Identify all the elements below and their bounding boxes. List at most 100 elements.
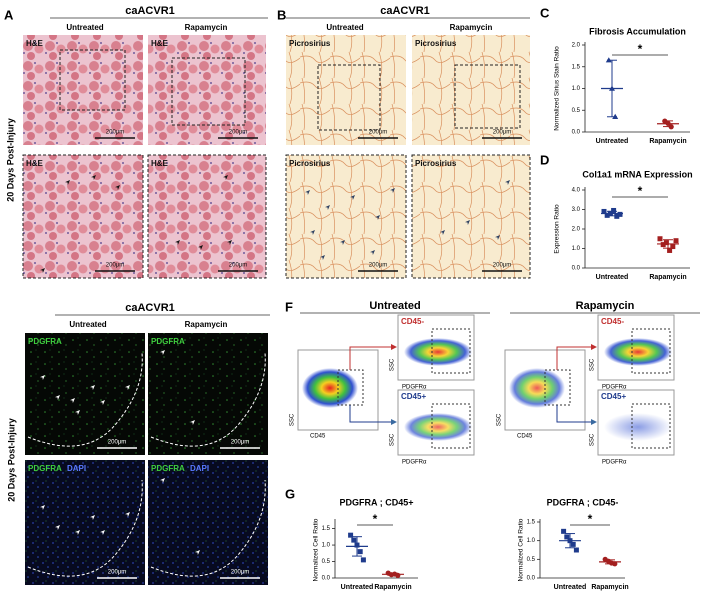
panel-letter: B <box>277 7 286 22</box>
panel-title: caACVR1 <box>125 302 175 314</box>
axis-label: SSC <box>590 358 596 371</box>
arrowhead <box>350 195 355 200</box>
scale-bar-label: 200μm <box>108 570 126 576</box>
arrowhead <box>375 215 380 220</box>
column-label: Untreated <box>326 23 363 32</box>
gate-label: CD45+ <box>401 392 426 401</box>
arrowhead <box>495 235 500 240</box>
y-tick-label: 4.0 <box>572 188 581 194</box>
boundary-curve <box>27 352 143 447</box>
data-point <box>351 537 357 543</box>
significance-mark: * <box>588 512 593 526</box>
data-point <box>611 207 617 213</box>
arrowhead <box>100 530 105 535</box>
gate <box>431 403 471 449</box>
panel-letter: A <box>4 7 14 22</box>
arrowhead <box>340 240 345 245</box>
micrograph <box>412 35 530 145</box>
cell-cloud <box>404 413 472 441</box>
column-label: Untreated <box>66 23 103 32</box>
arrowhead <box>160 350 165 355</box>
y-tick-label: 2.0 <box>572 227 581 233</box>
image-label: Picrosirius <box>289 159 331 168</box>
micrograph <box>286 35 406 145</box>
panel-letter: C <box>540 5 550 20</box>
cell-cloud <box>604 413 672 441</box>
data-point <box>564 534 570 540</box>
scale-bar-label: 200μm <box>108 440 126 446</box>
cell-cloud <box>302 368 358 408</box>
inset-box <box>59 49 126 111</box>
chart-title: PDGFRA ; CD45+ <box>340 497 414 507</box>
y-tick-label: 0.0 <box>322 576 331 582</box>
data-point <box>657 236 663 242</box>
panel-letter: G <box>285 486 295 501</box>
group-title: Untreated <box>369 300 420 312</box>
image-label: DAPI <box>190 464 209 473</box>
data-point <box>617 211 623 217</box>
x-tick-label: Rapamycin <box>374 584 411 591</box>
axis-label: PDGFRα <box>602 460 627 466</box>
data-point <box>668 124 674 130</box>
y-tick-label: 0.0 <box>572 130 581 136</box>
x-tick-label: Untreated <box>596 274 629 281</box>
gate-label: CD45- <box>401 317 424 326</box>
gate-arrow <box>556 344 597 370</box>
y-tick-label: 1.5 <box>572 64 581 70</box>
axis-label: CD45 <box>517 434 533 440</box>
arrowhead <box>175 240 180 245</box>
y-tick-label: 1.0 <box>322 543 331 549</box>
arrowhead <box>125 512 130 517</box>
arrowhead <box>505 180 510 185</box>
arrowhead <box>390 188 395 193</box>
image-label: PDGFRA <box>28 464 62 473</box>
y-tick-label: 0.5 <box>572 108 581 114</box>
x-tick-label: Untreated <box>554 584 587 591</box>
data-point <box>660 242 666 248</box>
image-label: H&E <box>151 39 169 48</box>
data-point <box>614 213 620 219</box>
x-tick-label: Rapamycin <box>591 584 628 591</box>
cell-cloud <box>404 338 472 366</box>
y-tick-label: 1.0 <box>572 246 581 252</box>
significance-mark: * <box>638 42 643 56</box>
arrowhead <box>55 525 60 530</box>
micrograph <box>148 333 268 455</box>
gate-label: CD45+ <box>601 392 626 401</box>
gate-arrow <box>556 405 597 425</box>
data-point <box>570 541 576 547</box>
data-point <box>348 532 354 538</box>
arrowhead <box>227 240 232 245</box>
arrowhead <box>75 530 80 535</box>
micrograph <box>411 154 531 279</box>
scale-bar-label: 200μm <box>493 263 511 269</box>
scale-bar-label: 200μm <box>229 263 247 269</box>
arrowhead <box>160 478 165 483</box>
significance-mark: * <box>373 512 378 526</box>
arrowhead <box>223 175 228 180</box>
micrograph <box>148 460 268 585</box>
row-label: 20 Days Post-Injury <box>5 118 15 202</box>
scale-bar-label: 200μm <box>231 570 249 576</box>
micrograph <box>25 460 145 585</box>
y-tick-label: 0.0 <box>572 266 581 272</box>
inset-box <box>317 64 381 131</box>
axis-label: SSC <box>390 433 396 446</box>
scale-bar-label: 200μm <box>106 263 124 269</box>
data-point <box>561 528 567 534</box>
data-point <box>605 57 612 63</box>
gate-label: CD45- <box>601 317 624 326</box>
arrowhead <box>310 230 315 235</box>
data-point <box>663 240 669 246</box>
image-label: Picrosirius <box>415 39 457 48</box>
micrograph <box>147 154 267 279</box>
axis-label: CD45 <box>310 434 326 440</box>
scale-bar-label: 200μm <box>229 130 247 136</box>
arrowhead <box>195 550 200 555</box>
micrograph <box>22 154 144 279</box>
y-axis-label: Normalized Cell Ratio <box>313 518 320 581</box>
axis-label: PDGFRα <box>402 460 427 466</box>
scale-bar-label: 200μm <box>493 130 511 136</box>
gate <box>631 403 671 449</box>
data-point <box>612 113 619 119</box>
